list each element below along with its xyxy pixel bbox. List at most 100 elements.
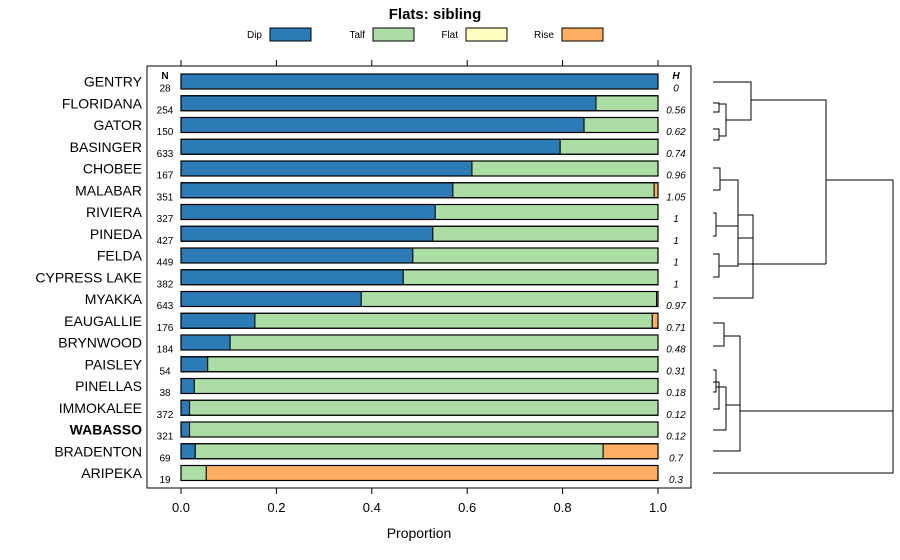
dendrogram-branch (713, 81, 752, 121)
dendrogram-branch (713, 381, 720, 410)
legend-label: Flat (441, 30, 458, 41)
bars-group (180, 73, 659, 482)
bar-segment-dip (180, 421, 191, 438)
bar-outline (180, 377, 659, 395)
bar-outline (180, 73, 659, 90)
bar-segment-talf (194, 443, 604, 460)
category-label: BASINGER (70, 139, 142, 155)
legend-swatch (561, 27, 604, 42)
h-label: 0.48 (666, 345, 686, 356)
n-label: 150 (157, 127, 174, 138)
category-label: CYPRESS LAKE (35, 269, 142, 285)
bar-segment-talf (402, 269, 659, 286)
n-label: 427 (157, 236, 174, 247)
dendrogram-branch (713, 253, 720, 278)
h-label: 0.71 (666, 323, 685, 334)
category-label: IMMOKALEE (59, 400, 142, 416)
h-label: 0.31 (666, 366, 685, 377)
legend-swatch (465, 27, 508, 42)
h-label: 1 (673, 214, 679, 225)
bar-segment-dip (180, 247, 414, 264)
category-label: GATOR (94, 117, 143, 133)
category-label: MYAKKA (85, 291, 143, 307)
bar-outline (180, 269, 659, 286)
category-label: FELDA (97, 248, 143, 264)
bar-outline (180, 160, 659, 177)
bar-segment-dip (180, 443, 196, 460)
category-label: BRYNWOOD (58, 335, 142, 351)
dendrogram-branch (713, 322, 725, 347)
x-tick-label: 0.4 (363, 500, 381, 515)
n-label: 54 (159, 366, 171, 377)
bar-segment-talf (193, 378, 659, 394)
h-label: 0.56 (666, 105, 686, 116)
h-label: 0.96 (666, 171, 686, 182)
category-label: BRADENTON (54, 443, 142, 459)
bar-outline (180, 138, 659, 155)
bar-segment-dip (180, 291, 362, 307)
n-label: 327 (157, 214, 174, 225)
bar-segment-talf (434, 204, 659, 220)
legend-swatch (269, 27, 312, 42)
dendrogram-branch (713, 369, 717, 393)
bar-outline (180, 464, 659, 482)
n-label: 69 (159, 453, 171, 464)
dendrogram-branch (713, 335, 741, 452)
h-label: 1 (673, 236, 679, 247)
h-column-header: H (672, 71, 680, 82)
h-label: 0.3 (669, 475, 683, 486)
bar-outline (180, 203, 659, 221)
bar-segment-dip (180, 95, 597, 112)
h-label: 1 (673, 279, 679, 290)
bar-segment-dip (180, 204, 436, 220)
category-label: EAUGALLIE (64, 313, 142, 329)
h-label: 0.12 (666, 432, 686, 443)
category-label: FLORIDANA (62, 95, 143, 111)
category-label: GENTRY (84, 74, 143, 90)
n-label: 633 (157, 149, 174, 160)
h-label: 0.97 (666, 301, 686, 312)
chart-title: Flats: sibling (389, 6, 482, 23)
bar-outline (180, 290, 659, 308)
x-tick-label: 0.6 (458, 500, 476, 515)
bar-segment-rise (651, 312, 659, 329)
category-label: MALABAR (75, 182, 142, 198)
dendrogram-branch (713, 167, 721, 191)
n-label: 176 (157, 323, 174, 334)
bar-segment-talf (452, 182, 655, 199)
h-label: 1 (673, 258, 679, 269)
category-labels: GENTRY FLORIDANA GATOR BASINGER CHOBEE MALABA… (35, 74, 142, 482)
n-label: 184 (157, 345, 174, 356)
h-labels: 0 0.56 0.62 0.74 0.96 1.05 1 1 1 1 0.97 0.71 0.48 0.3… (666, 84, 686, 487)
dendrogram-branch (720, 179, 754, 265)
h-label: 0.12 (666, 410, 686, 421)
bar-outline (180, 421, 659, 438)
bar-segment-talf (432, 225, 659, 242)
bar-segment-dip (180, 312, 256, 329)
bar-outline (180, 334, 659, 351)
bar-segment-talf (595, 95, 659, 112)
category-label: ARIPEKA (81, 465, 142, 481)
h-label: 0.18 (666, 388, 686, 399)
h-label: 0 (673, 84, 679, 95)
bar-segment-talf (254, 312, 653, 329)
n-label: 321 (157, 432, 174, 443)
x-axis-title: Proportion (387, 525, 452, 541)
bar-outline (180, 182, 659, 199)
bar-segment-talf (180, 465, 207, 481)
n-label: 372 (157, 410, 174, 421)
dendrogram-branch (751, 99, 827, 264)
dendrogram-branch (713, 237, 754, 299)
category-label: PINELLAS (75, 378, 142, 394)
bar-segment-dip (180, 160, 473, 177)
bar-segment-talf (471, 160, 659, 177)
bar-segment-talf (189, 399, 659, 416)
dendrogram (713, 81, 894, 474)
h-label: 0.7 (669, 453, 683, 464)
bar-segment-talf (360, 291, 658, 307)
bar-segment-talf (229, 334, 659, 351)
h-label: 0.62 (666, 127, 686, 138)
bar-segment-talf (583, 117, 659, 133)
bar-segment-dip (180, 356, 209, 373)
category-label: CHOBEE (83, 161, 142, 177)
